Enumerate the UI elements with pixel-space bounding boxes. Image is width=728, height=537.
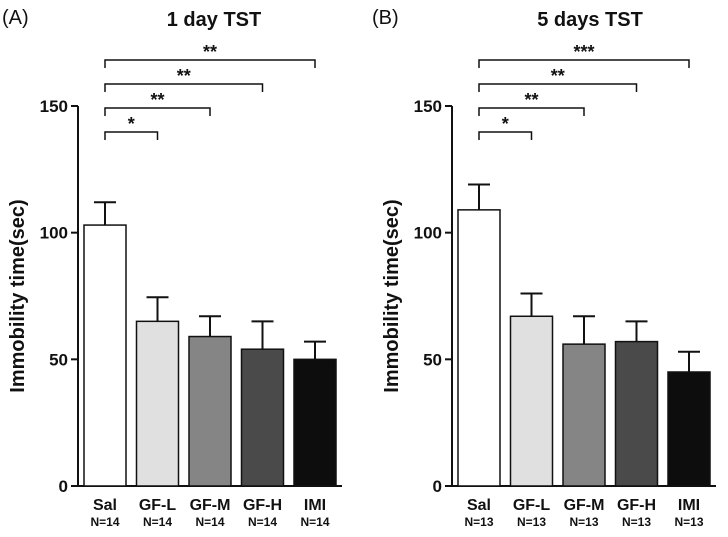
panel-a-y-tick-label: 50 [49, 350, 68, 369]
panel-b-significance-label: *** [573, 42, 594, 62]
panel-a-n-label: N=14 [90, 515, 119, 529]
panel-b-n-label: N=13 [674, 515, 703, 529]
panel-a-y-tick-label: 150 [40, 97, 68, 116]
panel-b-category-label: GF-H [617, 497, 656, 514]
panel-b-significance-bracket [478, 59, 690, 68]
panel-a-n-label: N=14 [300, 515, 329, 529]
panel-a-y-tick-label: 0 [59, 477, 68, 496]
panel-b-category-label: IMI [678, 497, 700, 514]
panel-b-category-label: GF-M [564, 497, 605, 514]
panel-b-y-tick-label: 0 [433, 477, 442, 496]
panel-a-category-label: GF-H [243, 497, 282, 514]
panel-a-n-label: N=14 [143, 515, 172, 529]
panel-a-category-label: GF-L [139, 497, 177, 514]
panel-b-bar-imi [667, 371, 711, 487]
panel-a-bar-sal [83, 224, 127, 487]
panel-a-significance-bracket [104, 107, 211, 116]
panel-a-significance-label: ** [150, 90, 164, 110]
panel-a-significance-label: ** [177, 66, 191, 86]
panel-a-significance-label: * [128, 114, 135, 134]
panel-a-n-label: N=14 [195, 515, 224, 529]
panel-a-ylabel: Immobility time(sec) [7, 199, 29, 392]
panel-b-n-label: N=13 [464, 515, 493, 529]
panel-b-category-label: Sal [467, 497, 491, 514]
panel-a-significance-bracket [104, 131, 159, 140]
panel-a-title: 1 day TST [167, 9, 261, 31]
panel-b-bar-gf-l [509, 315, 554, 487]
panel-a-category-label: GF-M [190, 497, 231, 514]
panel-b-significance-bracket [478, 131, 533, 140]
panel-a-plot: 050100150SalN=14GF-LN=14GF-MN=14GF-HN=14… [40, 42, 342, 529]
panel-b-y-tick-label: 100 [414, 224, 442, 243]
panel-a-category-label: IMI [304, 497, 326, 514]
panel-b-bar-sal [457, 209, 501, 487]
panel-b-n-label: N=13 [622, 515, 651, 529]
panel-b-n-label: N=13 [569, 515, 598, 529]
panel-b-significance-label: ** [551, 66, 565, 86]
panel-a-letter: (A) [2, 7, 29, 29]
panel-a-category-label: Sal [93, 497, 117, 514]
panel-b-significance-label: * [502, 114, 509, 134]
panel-a-n-label: N=14 [248, 515, 277, 529]
panel-b-ylabel: Immobility time(sec) [381, 199, 403, 392]
panel-b-significance-label: ** [524, 90, 538, 110]
panel-b-significance-bracket [478, 83, 638, 92]
panel-b-category-label: GF-L [513, 497, 551, 514]
panel-b-title: 5 days TST [537, 9, 643, 31]
panel-b-y-tick-label: 50 [423, 350, 442, 369]
panel-a-significance-label: ** [203, 42, 217, 62]
panel-b-n-label: N=13 [517, 515, 546, 529]
panel-a-bar-imi [293, 358, 337, 487]
panel-a-bar-gf-m [188, 335, 232, 487]
panel-a-significance-bracket [104, 83, 264, 92]
panel-b-significance-bracket [478, 107, 585, 116]
panel-a-bar-gf-l [135, 320, 180, 487]
panel-b-plot: 050100150SalN=13GF-LN=13GF-MN=13GF-HN=13… [414, 42, 716, 529]
panel-a-bar-gf-h [240, 348, 285, 487]
panel-b-letter: (B) [372, 7, 399, 29]
panel-b-bar-gf-h [614, 340, 659, 487]
panel-a-y-tick-label: 100 [40, 224, 68, 243]
panel-a-significance-bracket [104, 59, 316, 68]
panel-b-y-tick-label: 150 [414, 97, 442, 116]
panel-b-bar-gf-m [562, 343, 606, 487]
